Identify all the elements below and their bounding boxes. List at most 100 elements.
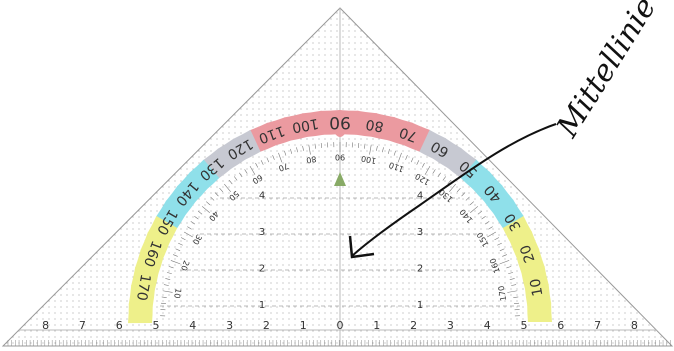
ruler-label: 5 xyxy=(521,319,528,332)
degree-tick xyxy=(266,157,270,163)
degree-tick xyxy=(314,143,316,149)
band-segment xyxy=(284,113,308,141)
vertical-ruler-label: 2 xyxy=(259,264,265,275)
degree-tick xyxy=(511,284,517,286)
outer-degree-label: 70 xyxy=(397,123,419,144)
outer-degree-label: 100 xyxy=(291,115,320,135)
degree-tick xyxy=(260,160,264,165)
degree-tick xyxy=(224,183,231,192)
degree-tick xyxy=(397,152,402,163)
center-mark xyxy=(334,172,346,186)
outer-degree-label: 90 xyxy=(329,112,351,132)
degree-tick xyxy=(465,196,470,201)
inner-degree-label: 70 xyxy=(277,161,290,173)
degree-tick xyxy=(162,290,173,293)
ruler-label: 0 xyxy=(337,319,344,332)
degree-tick xyxy=(165,278,171,280)
degree-tick xyxy=(272,154,275,160)
degree-tick xyxy=(170,260,181,265)
degree-tick xyxy=(163,284,169,286)
degree-tick xyxy=(175,248,181,252)
ruler-label: 1 xyxy=(373,319,380,332)
degree-tick xyxy=(244,169,248,174)
degree-tick xyxy=(382,147,384,153)
degree-tick xyxy=(502,254,508,257)
degree-tick xyxy=(421,162,425,168)
vertical-ruler-label: 2 xyxy=(417,264,423,275)
degree-tick xyxy=(449,183,456,192)
band-segment xyxy=(155,200,186,229)
degree-tick xyxy=(499,260,510,265)
degree-tick xyxy=(197,210,203,215)
vertical-ruler-label: 3 xyxy=(417,227,423,238)
degree-tick xyxy=(437,172,441,178)
outer-degree-label: 30 xyxy=(502,210,525,233)
degree-tick xyxy=(201,206,210,213)
outer-degree-label: 10 xyxy=(528,277,547,297)
band-segment xyxy=(371,113,395,141)
band-segment xyxy=(433,137,462,168)
ruler-label: 3 xyxy=(447,319,454,332)
degree-tick xyxy=(456,188,461,193)
degree-tick xyxy=(494,237,500,241)
degree-tick xyxy=(183,231,193,238)
degree-tick xyxy=(369,144,372,155)
band-segment xyxy=(447,147,477,178)
band-segment xyxy=(134,249,164,275)
ruler-label: 2 xyxy=(263,319,270,332)
inner-degree-label: 10 xyxy=(172,288,183,300)
ruler-label: 6 xyxy=(116,319,123,332)
inner-degree-label: 30 xyxy=(191,233,204,246)
scale-labels: 1020304050607080901001101201301401501601… xyxy=(7,112,671,346)
degree-tick xyxy=(509,278,515,280)
band-segment xyxy=(302,110,324,138)
degree-tick xyxy=(290,148,293,154)
degree-tick xyxy=(405,154,408,160)
degree-tick xyxy=(508,272,514,275)
inner-degree-label: 60 xyxy=(251,173,264,186)
degree-tick xyxy=(424,165,431,175)
degree-tick xyxy=(513,296,519,298)
degree-tick xyxy=(160,302,166,305)
band-segment xyxy=(527,302,552,322)
band-segment xyxy=(189,159,220,190)
annotation: Mittellinie xyxy=(550,0,664,144)
ruler-label: 2 xyxy=(410,319,417,332)
degree-tick xyxy=(357,142,360,148)
outer-degree-label: 170 xyxy=(133,273,153,302)
band-segment xyxy=(493,199,524,228)
degree-tick xyxy=(469,201,474,206)
degree-tick xyxy=(499,248,505,252)
vertical-ruler-label: 1 xyxy=(417,300,423,311)
degree-tick xyxy=(172,254,178,257)
degree-tick xyxy=(255,162,259,168)
degree-tick xyxy=(410,157,414,163)
band-segment xyxy=(483,184,514,215)
band-segment xyxy=(233,129,261,160)
degree-tick xyxy=(470,206,479,213)
degree-tick xyxy=(507,290,518,293)
inner-degree-label: 170 xyxy=(497,285,509,302)
degree-tick xyxy=(239,172,243,178)
band-segment xyxy=(524,284,552,306)
inner-degree-label: 80 xyxy=(306,154,318,165)
degree-tick xyxy=(161,296,167,298)
degree-tick xyxy=(376,145,378,151)
degree-tick xyxy=(296,147,298,153)
degree-tick xyxy=(447,179,452,185)
band-segment xyxy=(128,285,155,307)
ruler-label: 5 xyxy=(153,319,160,332)
degree-tick xyxy=(180,237,186,241)
band-segment xyxy=(176,172,208,202)
band-segment xyxy=(460,158,490,190)
degree-tick xyxy=(488,226,493,230)
degree-tick xyxy=(461,192,466,197)
degree-tick xyxy=(484,221,490,225)
degree-tick xyxy=(393,150,396,156)
ruler-label: 7 xyxy=(594,319,601,332)
band-segment xyxy=(355,110,377,137)
ruler-label: 8 xyxy=(631,319,638,332)
degree-tick xyxy=(190,221,196,225)
band-segment xyxy=(472,171,503,202)
ruler-label: 1 xyxy=(300,319,307,332)
